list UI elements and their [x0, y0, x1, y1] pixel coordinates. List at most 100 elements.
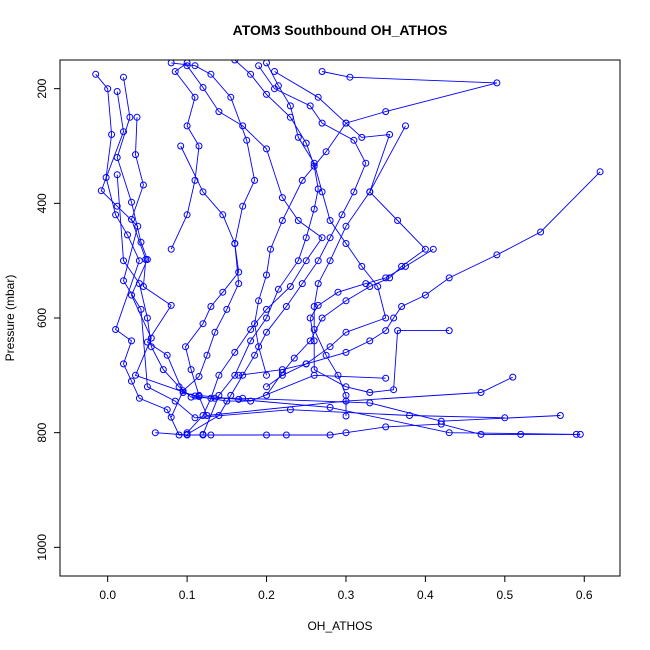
data-point — [199, 84, 207, 91]
data-point — [163, 406, 171, 414]
data-point — [382, 423, 390, 431]
data-point — [207, 431, 215, 439]
data-point — [310, 162, 318, 170]
series-17 — [306, 245, 453, 396]
data-point — [302, 234, 310, 242]
data-point — [143, 383, 151, 391]
data-point — [102, 174, 110, 181]
data-point — [263, 271, 270, 279]
data-point — [120, 360, 127, 368]
data-point — [314, 280, 322, 288]
data-point — [215, 391, 223, 399]
series-12 — [183, 62, 370, 438]
series-15 — [310, 122, 409, 420]
data-point — [247, 337, 255, 345]
series-line — [202, 60, 319, 435]
data-point — [112, 211, 120, 219]
data-point — [314, 185, 322, 193]
series-line — [266, 62, 387, 388]
data-point — [537, 228, 545, 236]
data-point — [298, 280, 306, 288]
data-point — [207, 394, 215, 402]
y-tick-label: 800 — [35, 422, 49, 442]
y-tick-label: 600 — [35, 308, 49, 328]
data-point — [362, 159, 370, 167]
series-line — [266, 71, 427, 396]
data-point — [235, 371, 243, 379]
data-point — [294, 257, 302, 265]
data-point — [120, 73, 127, 81]
data-point — [239, 394, 247, 402]
data-point — [318, 314, 326, 322]
data-point — [112, 326, 120, 333]
data-point — [231, 60, 239, 64]
data-point — [398, 262, 406, 270]
series-line — [131, 117, 513, 416]
data-point — [263, 145, 270, 153]
series-line — [238, 171, 601, 376]
data-point — [310, 205, 318, 213]
series-6 — [167, 60, 203, 253]
series-line — [170, 62, 200, 250]
data-point — [390, 314, 398, 322]
x-tick-label: 0.1 — [179, 588, 196, 602]
series-line — [100, 91, 505, 419]
data-point — [278, 217, 286, 224]
series-layer — [92, 60, 604, 439]
data-point — [120, 257, 127, 265]
data-point — [92, 70, 100, 78]
series-line — [313, 125, 406, 416]
data-point — [135, 394, 143, 402]
data-point — [132, 371, 139, 379]
data-point — [298, 176, 306, 184]
data-point — [227, 391, 235, 399]
data-point — [334, 371, 342, 379]
data-point — [286, 102, 294, 110]
series-18 — [151, 420, 580, 439]
data-point — [326, 431, 334, 439]
data-point — [263, 391, 270, 399]
series-4 — [128, 113, 517, 419]
data-point — [314, 257, 322, 265]
data-point — [211, 328, 219, 336]
data-point — [135, 257, 143, 265]
data-point — [128, 215, 135, 223]
data-point — [191, 93, 199, 101]
series-line — [180, 145, 581, 435]
data-point — [128, 198, 135, 206]
data-point — [231, 371, 239, 379]
data-point — [263, 60, 270, 67]
data-point — [167, 60, 175, 67]
x-tick-label: 0.5 — [496, 588, 513, 602]
data-point — [386, 131, 394, 138]
data-point — [263, 383, 270, 391]
data-point — [97, 187, 105, 195]
data-point — [255, 62, 263, 70]
data-point — [302, 139, 310, 147]
data-point — [310, 337, 318, 345]
data-point — [302, 257, 310, 265]
data-point — [429, 245, 437, 253]
data-point — [326, 343, 334, 351]
series-10 — [263, 60, 390, 391]
data-point — [113, 202, 121, 210]
data-point — [342, 348, 350, 356]
data-point — [346, 73, 354, 81]
data-point — [366, 337, 374, 345]
data-point — [342, 429, 350, 437]
data-point — [342, 391, 350, 399]
data-point — [207, 303, 215, 310]
y-tick-label: 200 — [35, 78, 49, 98]
data-point — [247, 70, 255, 78]
data-point — [572, 430, 580, 438]
data-point — [235, 395, 243, 403]
data-point — [143, 314, 151, 322]
data-point — [493, 79, 501, 87]
data-point — [382, 374, 390, 382]
data-point — [187, 366, 195, 374]
data-point — [306, 102, 314, 110]
data-point — [477, 389, 485, 396]
data-point — [358, 133, 366, 141]
data-point — [215, 108, 223, 116]
series-line — [155, 423, 577, 436]
